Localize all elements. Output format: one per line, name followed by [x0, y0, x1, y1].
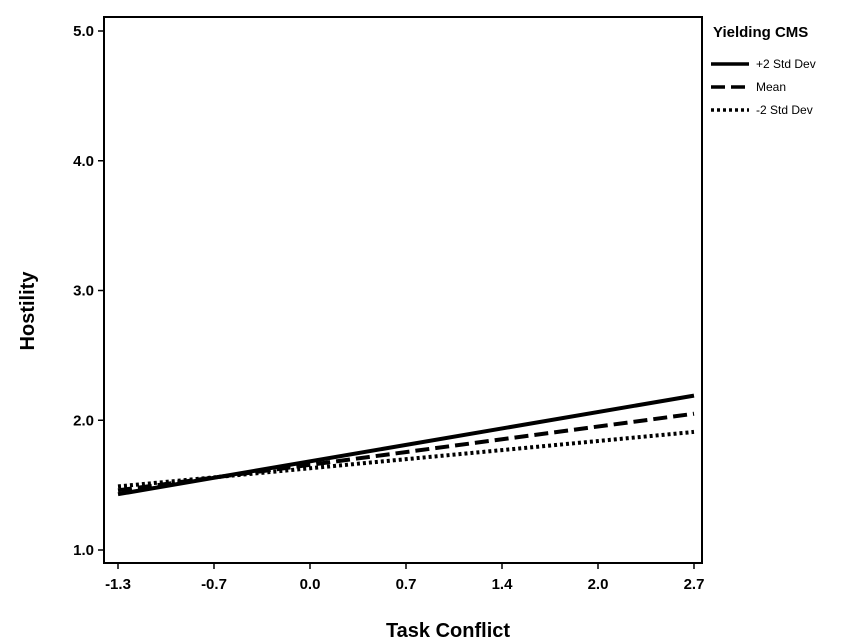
- x-tick-label: 2.7: [684, 576, 705, 593]
- x-tick-label: -0.7: [201, 576, 227, 593]
- y-tick-label: 1.0: [73, 542, 94, 559]
- y-tick-label: 5.0: [73, 23, 94, 40]
- x-tick-label: 2.0: [588, 576, 609, 593]
- y-tick-label: 2.0: [73, 412, 94, 429]
- x-axis: -1.3 -0.7 0.0 0.7 1.4 2.0 2.7: [105, 563, 704, 593]
- legend-title: Yielding CMS: [713, 24, 808, 41]
- y-axis: 1.0 2.0 3.0 4.0 5.0: [73, 23, 104, 559]
- series-line-1: [117, 411, 695, 493]
- legend-label: Mean: [756, 80, 786, 94]
- y-tick-label: 3.0: [73, 283, 94, 300]
- x-tick-label: 1.4: [492, 576, 514, 593]
- x-tick-label: -1.3: [105, 576, 131, 593]
- x-tick-label: 0.7: [396, 576, 417, 593]
- series-line-2: [117, 429, 695, 489]
- x-axis-title: Task Conflict: [386, 620, 510, 642]
- x-tick-label: 0.0: [300, 576, 321, 593]
- y-axis-title: Hostility: [17, 271, 39, 351]
- series-lines: [117, 393, 695, 497]
- y-tick-label: 4.0: [73, 153, 94, 170]
- legend-label: -2 Std Dev: [756, 103, 813, 117]
- legend-label: +2 Std Dev: [756, 57, 816, 71]
- legend: Yielding CMS +2 Std Dev Mean -2 Std Dev: [711, 24, 816, 117]
